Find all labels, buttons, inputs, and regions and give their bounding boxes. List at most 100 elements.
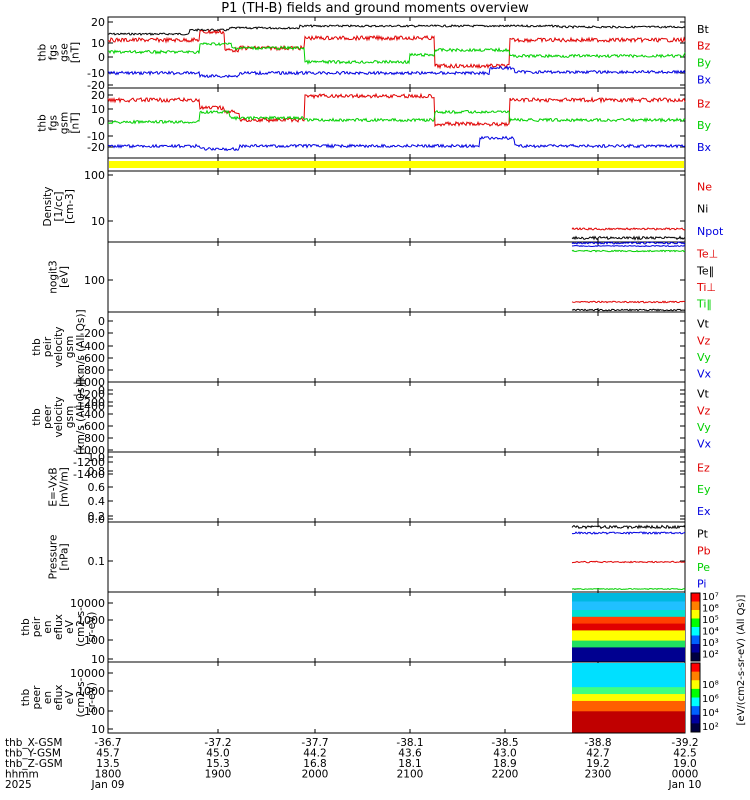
spectrogram-row bbox=[572, 627, 685, 630]
x-axis-value: 42.7 bbox=[586, 748, 609, 760]
legend-entry: Bt bbox=[697, 23, 710, 36]
spectrogram-row bbox=[572, 666, 685, 669]
y-tick-label: 0.4 bbox=[88, 495, 106, 508]
mode-bar bbox=[109, 161, 684, 168]
series-Ti-perp bbox=[571, 300, 686, 304]
series-Bz-gsm bbox=[107, 92, 686, 128]
spectrogram-row bbox=[572, 671, 685, 674]
y-axis-label: thb bbox=[37, 114, 49, 132]
spectrogram-row bbox=[572, 694, 685, 697]
legend-entry: Vx bbox=[697, 438, 712, 451]
series-Pt bbox=[571, 524, 686, 530]
y-axis-label: gsm bbox=[64, 406, 76, 428]
series-Bt bbox=[107, 24, 686, 36]
y-axis-label: peer bbox=[31, 685, 43, 710]
panel-frame bbox=[107, 311, 686, 383]
spectrogram-row bbox=[572, 700, 685, 704]
x-axis-value: 2300 bbox=[585, 769, 612, 781]
colorbar-tick: 10⁶ bbox=[702, 604, 719, 615]
colorbar-segment bbox=[691, 663, 700, 673]
colorbar-segment bbox=[691, 652, 700, 662]
y-tick-label: -800 bbox=[80, 432, 105, 445]
x-axis-row-label: thb_X-GSM bbox=[5, 737, 62, 749]
y-tick-label: 0 bbox=[98, 384, 105, 397]
y-tick-label: 20 bbox=[91, 89, 105, 102]
y-tick-label: -1000 bbox=[73, 444, 105, 457]
y-axis-label: eflux bbox=[53, 614, 65, 640]
x-axis-value: 18.1 bbox=[398, 758, 421, 770]
series-By-gsm bbox=[107, 109, 686, 125]
y-tick-label: -400 bbox=[80, 340, 105, 353]
x-axis-row-label: thb_Y-GSM bbox=[5, 748, 61, 760]
spectrogram-row bbox=[572, 655, 685, 659]
peir-spectrogram bbox=[572, 593, 685, 662]
y-tick-label: 0 bbox=[98, 115, 105, 128]
spectrogram-row bbox=[572, 616, 685, 619]
colorbar-tick: 10⁷ bbox=[702, 592, 719, 603]
colorbar-tick: 10² bbox=[702, 722, 719, 733]
spectrogram-row bbox=[572, 604, 685, 608]
colorbar-tick: 10³ bbox=[702, 638, 719, 649]
panel-frame bbox=[107, 381, 686, 453]
spectrogram-row bbox=[572, 668, 685, 671]
colorbar-segment bbox=[691, 706, 700, 716]
spectrogram-row bbox=[572, 706, 685, 709]
legend-entry: Ey bbox=[697, 483, 711, 496]
spectrogram-row bbox=[572, 709, 685, 712]
y-axis-label: [eV] bbox=[59, 266, 71, 288]
legend-entry: Vx bbox=[697, 368, 712, 381]
colorbar-segment bbox=[691, 627, 700, 636]
spectrogram-row bbox=[572, 610, 685, 613]
spectrogram-row bbox=[572, 690, 685, 693]
legend-entry: By bbox=[697, 57, 712, 70]
spectrogram-row bbox=[572, 638, 685, 642]
y-tick-label: 0.2 bbox=[88, 510, 106, 523]
spectrogram-row bbox=[572, 647, 685, 650]
colorbar-segment bbox=[691, 680, 700, 690]
spectrogram-row bbox=[572, 598, 685, 601]
y-axis-label: [nPa] bbox=[59, 543, 71, 570]
y-axis-label: [km/s (All Qs)] bbox=[75, 379, 87, 454]
legend-entry: Vt bbox=[697, 388, 710, 401]
x-axis-value: -37.7 bbox=[301, 737, 328, 749]
colorbar-label: [eV/(cm2-s-sr-eV) (All Qs)] bbox=[736, 594, 747, 725]
y-axis-label: E=-VxB bbox=[48, 467, 60, 506]
legend-entry: Vz bbox=[697, 334, 711, 347]
legend-entry: Vz bbox=[697, 404, 711, 417]
spectrogram-row bbox=[572, 711, 685, 714]
y-tick-label: -400 bbox=[80, 408, 105, 421]
legend-entry: Pt bbox=[697, 528, 709, 541]
spectrogram-row bbox=[572, 673, 685, 676]
legend-entry: Bz bbox=[697, 97, 711, 110]
spectrogram-row bbox=[572, 615, 685, 618]
series-Ne bbox=[571, 227, 686, 231]
y-tick-label: -1200 bbox=[73, 456, 105, 469]
y-tick-label: -600 bbox=[80, 352, 105, 365]
spectrogram-row bbox=[572, 664, 685, 667]
spectrogram-row bbox=[572, 599, 685, 602]
spectrogram-row bbox=[572, 695, 685, 698]
legend-entry: Ti⊥ bbox=[696, 281, 716, 294]
y-tick-label: 20 bbox=[91, 16, 105, 29]
legend-entry: Ne bbox=[697, 181, 712, 194]
y-tick-label: 0 bbox=[98, 315, 105, 328]
x-axis-row-label: 2025 bbox=[5, 779, 32, 791]
y-axis-label: [mV/m] bbox=[59, 467, 71, 506]
y-tick-label: 10 bbox=[91, 723, 105, 736]
colorbar-segment bbox=[691, 610, 700, 619]
x-axis-row-label: hhmm bbox=[5, 769, 39, 781]
y-axis-label: fgs bbox=[48, 45, 60, 61]
y-axis-label: peir bbox=[42, 336, 54, 357]
y-tick-label: 0.1 bbox=[88, 555, 106, 568]
y-tick-label: -1200 bbox=[73, 388, 105, 401]
legend-entry: Vy bbox=[697, 421, 711, 434]
y-tick-label: -200 bbox=[80, 396, 105, 409]
spectrogram-row bbox=[572, 716, 685, 719]
y-axis-label: thb bbox=[20, 618, 32, 636]
y-tick-label: 0.0 bbox=[88, 513, 106, 526]
legend-entry: Npot bbox=[697, 225, 724, 238]
colorbar-segment bbox=[691, 618, 700, 628]
y-axis-label: [nT] bbox=[70, 112, 82, 133]
y-tick-label: 10 bbox=[91, 103, 105, 116]
spectrogram-row bbox=[572, 611, 685, 614]
